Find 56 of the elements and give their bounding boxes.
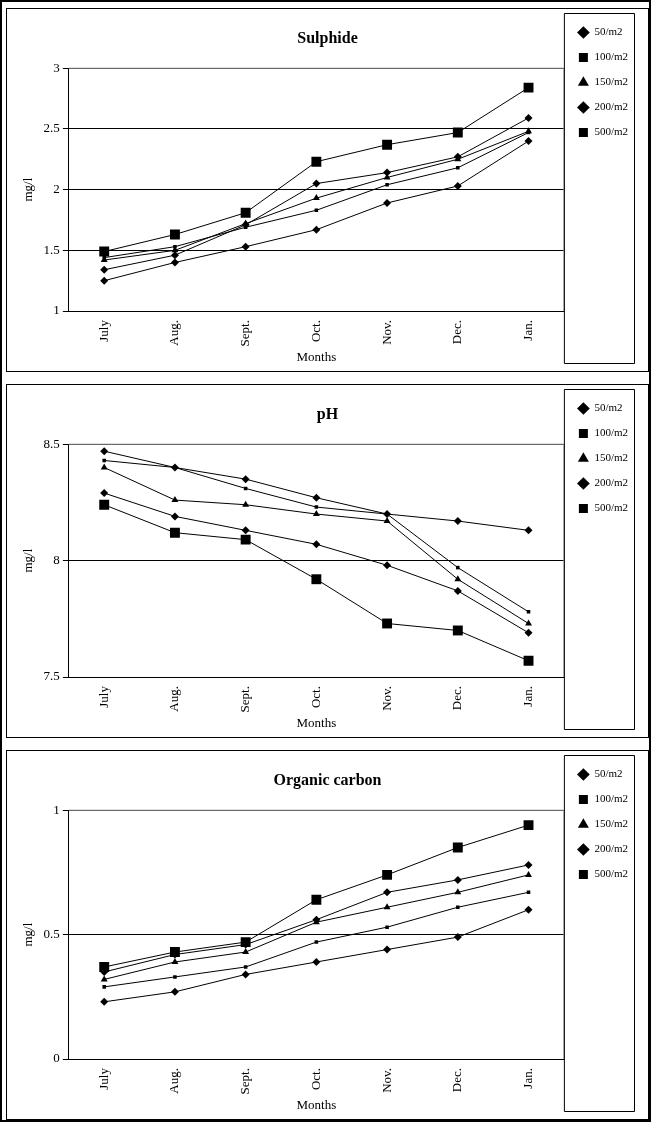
y-tick-label: 1 [53, 801, 60, 817]
legend-label: 50/m2 [594, 401, 623, 414]
x-tick-label: Nov. [378, 1068, 394, 1093]
legend-label: 100/m2 [594, 50, 629, 63]
y-tick-label: 0.5 [43, 926, 60, 942]
x-tick-label: Oct. [307, 1068, 323, 1091]
x-tick-label: Nov. [378, 686, 394, 711]
legend-label: 200/m2 [594, 842, 629, 855]
x-tick-label: Oct. [307, 320, 323, 343]
x-tick-label: Dec. [449, 320, 465, 345]
y-tick-label: 8 [53, 552, 60, 568]
x-tick-label: Aug. [166, 320, 182, 346]
x-axis-title: Months [296, 348, 337, 364]
legend-label: 150/m2 [594, 817, 629, 830]
legend-label: 150/m2 [594, 451, 629, 464]
x-tick-label: Dec. [449, 1068, 465, 1093]
legend-label: 500/m2 [594, 867, 629, 880]
x-tick-label: Aug. [166, 686, 182, 712]
y-tick-label: 3 [53, 59, 60, 75]
x-tick-label: Jan. [519, 320, 535, 341]
x-tick-label: Sept. [237, 1068, 253, 1095]
y-axis-title: mg/l [20, 548, 36, 573]
x-tick-label: July [95, 685, 111, 708]
legend-label: 100/m2 [594, 426, 629, 439]
x-tick-label: Sept. [237, 320, 253, 347]
legend-label: 150/m2 [594, 75, 629, 88]
x-tick-label: Aug. [166, 1068, 182, 1094]
x-tick-label: Oct. [307, 686, 323, 709]
x-tick-label: Dec. [449, 686, 465, 711]
y-tick-label: 8.5 [43, 435, 60, 451]
chart-title: pH [316, 404, 339, 423]
x-axis-title: Months [296, 1096, 337, 1112]
y-tick-label: 1.5 [43, 241, 60, 257]
y-tick-label: 2 [53, 181, 60, 197]
chart-title: Organic carbon [273, 770, 382, 789]
x-tick-label: July [95, 319, 111, 342]
chart-title: Sulphide [297, 28, 358, 47]
legend-label: 50/m2 [594, 767, 623, 780]
y-tick-label: 0 [53, 1050, 60, 1066]
legend-label: 50/m2 [594, 25, 623, 38]
y-tick-label: 2.5 [43, 120, 60, 136]
x-tick-label: Sept. [237, 686, 253, 713]
x-tick-label: Jan. [519, 686, 535, 707]
y-axis-title: mg/l [20, 177, 36, 202]
y-axis-title: mg/l [20, 922, 36, 947]
legend-label: 500/m2 [594, 125, 629, 138]
legend-label: 500/m2 [594, 501, 629, 514]
legend-label: 100/m2 [594, 792, 629, 805]
legend-label: 200/m2 [594, 476, 629, 489]
y-tick-label: 7.5 [43, 668, 60, 684]
y-tick-label: 1 [53, 302, 60, 318]
legend-label: 200/m2 [594, 100, 629, 113]
x-tick-label: Jan. [519, 1068, 535, 1089]
x-tick-label: Nov. [378, 320, 394, 345]
x-tick-label: July [95, 1067, 111, 1090]
x-axis-title: Months [296, 714, 337, 730]
